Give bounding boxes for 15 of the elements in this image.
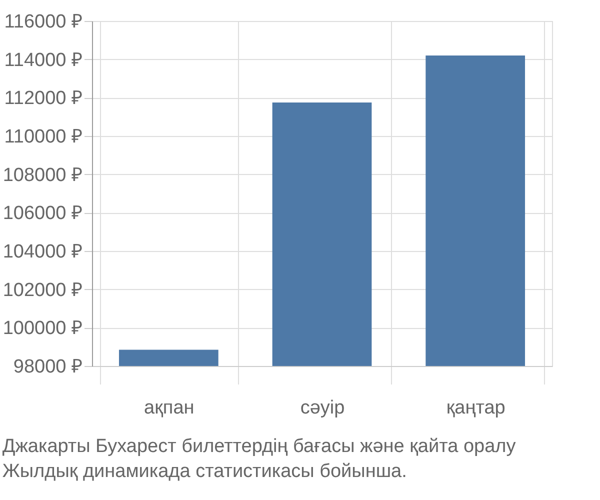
x-tick-label: сәуір [300, 398, 345, 418]
y-tick-label: 104000 ₽ [2, 242, 82, 262]
y-tick-label: 110000 ₽ [4, 126, 82, 148]
x-tick-label: ақпан [144, 398, 194, 418]
y-tick-label: 108000 ₽ [2, 164, 82, 186]
y-tick-label: 106000 ₽ [2, 203, 82, 224]
text: Джакарты Бухарест билеттердің бағасы және қайта оралу [2, 436, 516, 457]
y-tick-label: 100000 ₽ [2, 318, 82, 340]
text: Жылдық динамикада статистикасы бойынша. [2, 461, 407, 482]
y-tick-label: 114000 ₽ [4, 50, 82, 71]
y-tick-label: 102000 ₽ [2, 280, 82, 301]
x-tick-label: қаңтар [446, 398, 506, 418]
y-tick-label: 98000 ₽ [13, 356, 82, 378]
y-tick-label: 112000 ₽ [4, 88, 82, 110]
y-tick-label: 116000 ₽ [4, 12, 82, 32]
